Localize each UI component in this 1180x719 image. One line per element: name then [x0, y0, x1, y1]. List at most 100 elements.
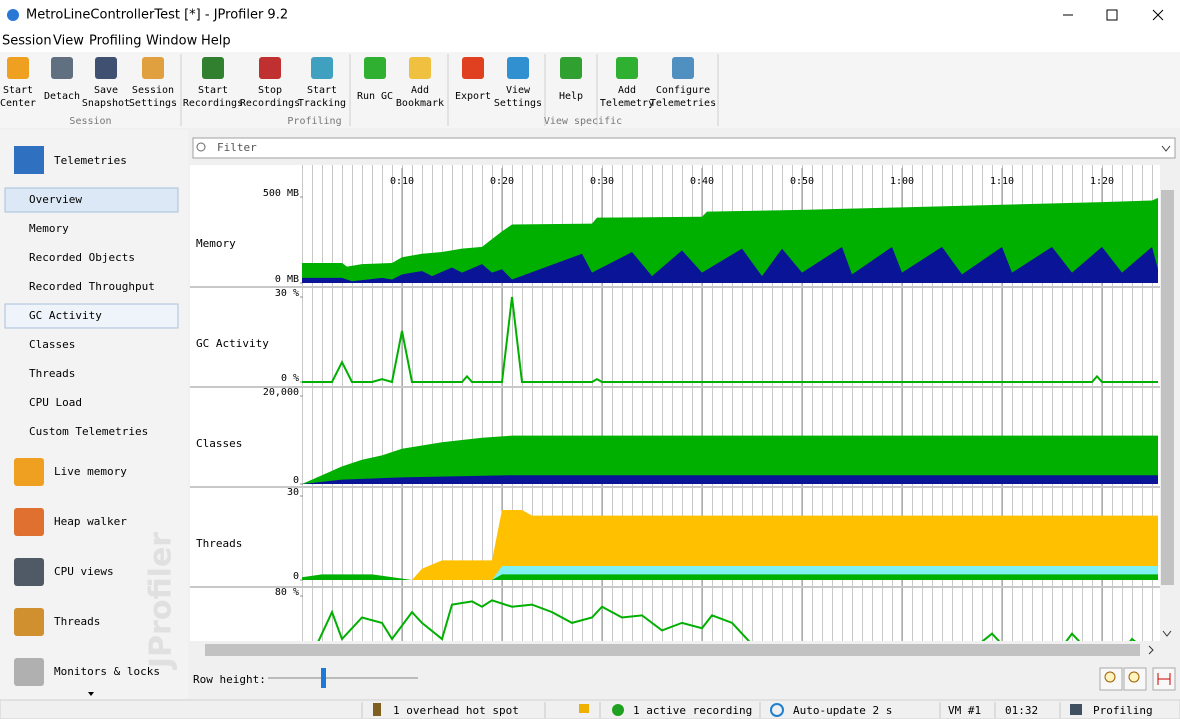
toolbar-button-label[interactable]: Start — [198, 85, 228, 96]
status-text: VM #1 — [948, 704, 981, 717]
filter-box[interactable] — [192, 137, 1176, 159]
toolbar-button-label[interactable]: Telemetry — [600, 98, 654, 109]
section-icon[interactable] — [14, 658, 44, 686]
toolbar-button-label[interactable]: Tracking — [298, 98, 346, 109]
toolbar-button-label[interactable]: Export — [455, 91, 491, 102]
flag-icon[interactable] — [579, 704, 589, 713]
sidebar-item[interactable]: GC Activity — [29, 309, 102, 322]
toolbar-button-label[interactable]: Add — [411, 85, 429, 96]
row-height-slider[interactable] — [321, 668, 326, 688]
toolbar-button-icon[interactable] — [259, 57, 281, 79]
section-icon[interactable] — [14, 458, 44, 486]
sidebar-section[interactable]: Heap walker — [54, 515, 127, 528]
toolbar-button-label[interactable]: Configure — [656, 85, 710, 96]
sidebar-section[interactable]: Live memory — [54, 465, 127, 478]
toolbar — [0, 52, 1180, 128]
close[interactable] — [1152, 9, 1164, 21]
sidebar-section[interactable]: CPU views — [54, 565, 114, 578]
app-icon — [7, 9, 19, 21]
toolbar-button-label[interactable]: Settings — [494, 98, 542, 109]
maximize[interactable] — [1106, 9, 1118, 21]
toolbar-button-icon[interactable] — [462, 57, 484, 79]
toolbar-button-icon[interactable] — [202, 57, 224, 79]
telemetry-line — [317, 599, 1137, 641]
sidebar-item[interactable]: CPU Load — [29, 396, 82, 409]
toolbar-button-label[interactable]: Settings — [129, 98, 177, 109]
telemetries-icon[interactable] — [14, 146, 44, 174]
time-tick-label: 0:20 — [490, 176, 514, 187]
title-bar — [0, 0, 1180, 30]
toolbar-button-label[interactable]: Session — [132, 85, 174, 96]
auto-update-icon[interactable] — [770, 703, 784, 717]
sidebar-section[interactable]: Monitors & locks — [54, 665, 160, 678]
profiling-icon — [1070, 704, 1082, 715]
toolbar-button-label[interactable]: Recordings — [240, 98, 300, 109]
toolbar-button-icon[interactable] — [616, 57, 638, 79]
toolbar-button-icon[interactable] — [507, 57, 529, 79]
toolbar-button-label[interactable]: Add — [618, 85, 636, 96]
y-tick-label: 0 MB — [275, 274, 299, 285]
sidebar-item[interactable]: Threads — [29, 367, 75, 380]
toolbar-button-icon[interactable] — [364, 57, 386, 79]
row-label: Threads — [196, 537, 242, 550]
fit-icon — [1157, 673, 1171, 685]
toolbar-button-label[interactable]: Start — [307, 85, 337, 96]
h-scroll-right[interactable] — [1148, 645, 1154, 655]
h-scroll-thumb[interactable] — [205, 644, 1140, 656]
toolbar-button-label[interactable]: Stop — [258, 85, 282, 96]
toolbar-button-label[interactable]: Bookmark — [396, 98, 444, 109]
zoom-in-icon — [1104, 671, 1116, 683]
menu-item[interactable]: View — [53, 34, 84, 49]
toolbar-button-label[interactable]: Run GC — [357, 91, 393, 102]
watermark: JProfiler — [144, 532, 179, 670]
sidebar-item[interactable]: Classes — [29, 338, 75, 351]
toolbar-button-label[interactable]: Detach — [44, 91, 80, 102]
sidebar-section[interactable]: Telemetries — [54, 154, 127, 167]
sidebar-item[interactable]: Recorded Objects — [29, 251, 135, 264]
filter-icon — [196, 142, 206, 152]
toolbar-button-label[interactable]: Help — [559, 91, 583, 102]
toolbar-button-label[interactable]: Start — [3, 85, 33, 96]
sidebar-item[interactable]: Custom Telemetries — [29, 425, 148, 438]
filter-dropdown[interactable] — [1161, 145, 1171, 152]
menu-item[interactable]: Window — [146, 34, 198, 49]
toolbar-button-label[interactable]: View — [506, 85, 531, 96]
toolbar-button-icon[interactable] — [311, 57, 333, 79]
time-tick-label: 0:40 — [690, 176, 714, 187]
sidebar-scroll-down[interactable] — [88, 692, 94, 696]
section-icon[interactable] — [14, 608, 44, 636]
sidebar-item[interactable]: Memory — [29, 222, 69, 235]
toolbar-button-label[interactable]: Recordings — [183, 98, 243, 109]
time-tick-label: 0:30 — [590, 176, 614, 187]
telemetry-line — [302, 296, 1158, 384]
toolbar-button-label[interactable]: Save — [94, 85, 118, 96]
window-title: MetroLineControllerTest [*] - JProfiler … — [26, 8, 288, 23]
row-separator — [190, 586, 1160, 588]
v-scroll-down[interactable] — [1162, 630, 1172, 637]
row-height-label: Row height: — [193, 673, 266, 686]
toolbar-button-icon[interactable] — [409, 57, 431, 79]
toolbar-button-icon[interactable] — [560, 57, 582, 79]
v-scroll-thumb[interactable] — [1161, 190, 1174, 585]
toolbar-button-label[interactable]: Snapshot — [82, 98, 130, 109]
menu-item[interactable]: Session — [2, 34, 52, 49]
toolbar-button-icon[interactable] — [7, 57, 29, 79]
time-tick-label: 1:10 — [990, 176, 1014, 187]
toolbar-button-label[interactable]: Center — [0, 98, 36, 109]
toolbar-button-icon[interactable] — [51, 57, 73, 79]
toolbar-button-icon[interactable] — [142, 57, 164, 79]
sidebar-section[interactable]: Threads — [54, 615, 100, 628]
section-icon[interactable] — [14, 558, 44, 586]
sidebar-item[interactable]: Overview — [29, 193, 82, 206]
y-tick-label: 30 — [287, 487, 299, 498]
menu-item[interactable]: Help — [201, 34, 231, 49]
toolbar-button-icon[interactable] — [95, 57, 117, 79]
time-tick-label: 0:10 — [390, 176, 414, 187]
section-icon[interactable] — [14, 508, 44, 536]
sidebar-item[interactable]: Recorded Throughput — [29, 280, 155, 293]
toolbar-button-icon[interactable] — [672, 57, 694, 79]
row-separator — [190, 286, 1160, 288]
toolbar-button-label[interactable]: Telemetries — [650, 98, 716, 109]
sidebar — [0, 130, 188, 700]
menu-item[interactable]: Profiling — [89, 34, 142, 49]
